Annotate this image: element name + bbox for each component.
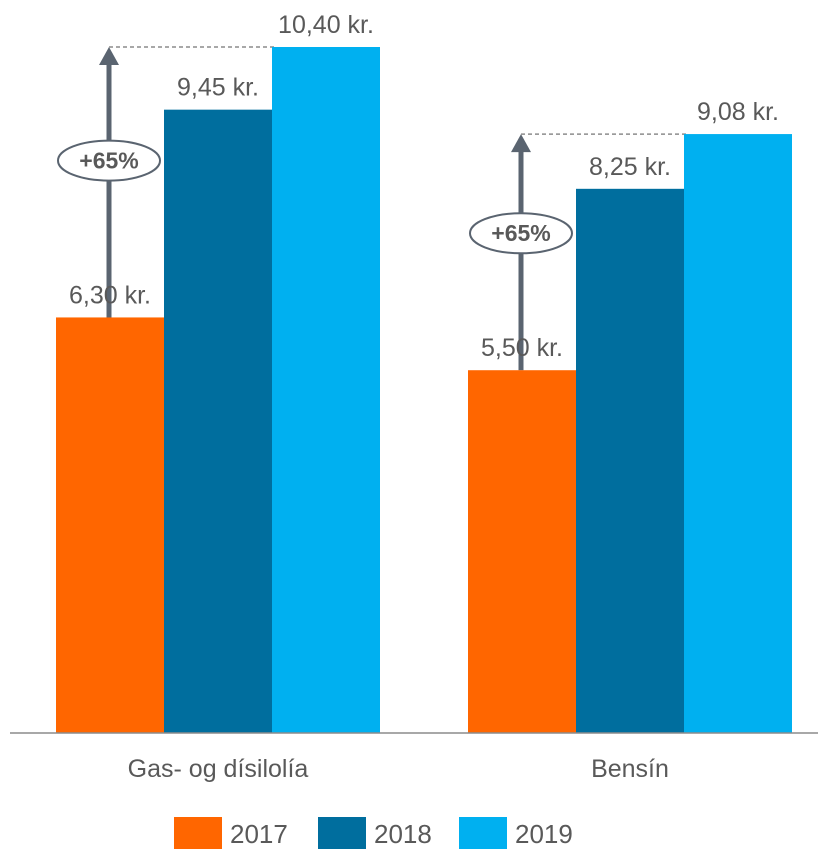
bars-layer: [56, 47, 792, 734]
growth-badge: [469, 212, 573, 255]
growth-badge: [57, 139, 161, 182]
bar-gas-og-disilolia-2017: [56, 317, 164, 733]
growth-arrow-head: [99, 47, 119, 65]
growth-arrow-head: [511, 134, 531, 153]
legend-label-2017: 2017: [230, 819, 288, 849]
category-label-gas-og-disilolia: Gas- og dísilolía: [128, 755, 309, 783]
annotation-layer: +65% +65%: [57, 46, 688, 371]
bar-gas-og-disilolia-2019: [272, 47, 380, 733]
bar-bensin-2017: [468, 370, 576, 733]
growth-badge-label: +65%: [491, 220, 550, 246]
legend: 2017 2018 2019: [174, 817, 573, 849]
value-label-bensin-2018: 8,25 kr.: [589, 153, 671, 181]
category-label-bensin: Bensín: [591, 755, 669, 783]
bar-bensin-2019: [684, 134, 792, 734]
value-label-bensin-2019: 9,08 kr.: [697, 98, 779, 126]
value-label-bensin-2017: 5,50 kr.: [481, 334, 563, 362]
legend-label-2019: 2019: [515, 819, 573, 849]
growth-badge-label: +65%: [79, 148, 138, 174]
legend-swatch-2018: [318, 817, 366, 849]
bar-gas-og-disilolia-2018: [164, 109, 272, 734]
value-labels-layer: 6,30 kr. 9,45 kr. 10,40 kr. 5,50 kr. 8,25 kr…: [69, 11, 779, 362]
category-labels-layer: Gas- og dísilolía Bensín: [128, 755, 669, 783]
value-label-gas-og-disilolia-2018: 9,45 kr.: [177, 74, 259, 102]
bar-bensin-2018: [576, 188, 684, 733]
legend-swatch-2017: [174, 817, 222, 849]
legend-swatch-2019: [459, 817, 507, 849]
value-label-gas-og-disilolia-2019: 10,40 kr.: [278, 11, 374, 39]
legend-label-2018: 2018: [374, 819, 432, 849]
value-label-gas-og-disilolia-2017: 6,30 kr.: [69, 281, 151, 309]
